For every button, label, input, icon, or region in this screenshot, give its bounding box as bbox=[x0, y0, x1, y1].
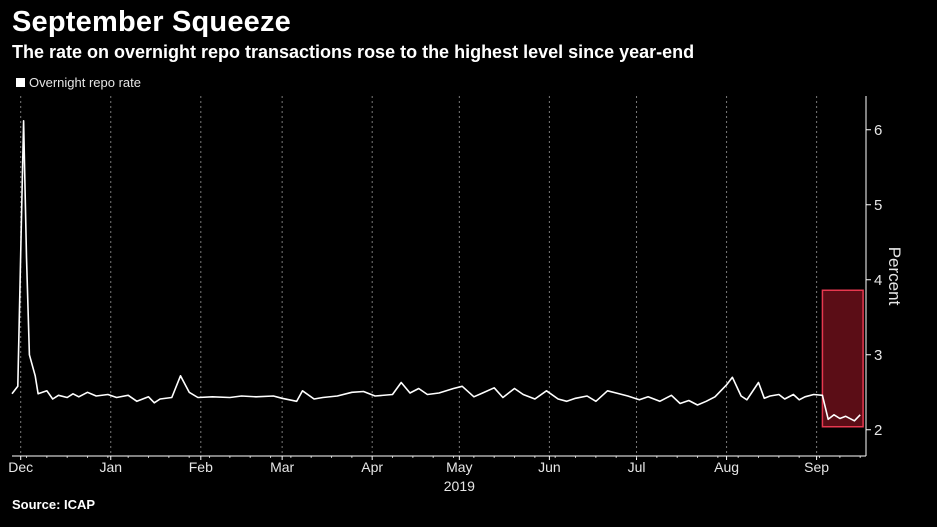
x-tick-label-jan: Jan bbox=[99, 459, 122, 475]
grid-layer bbox=[20, 96, 818, 456]
y-tick-label-4: 4 bbox=[874, 272, 882, 289]
x-tick-label-aug: Aug bbox=[714, 459, 739, 475]
x-year-label: 2019 bbox=[444, 478, 475, 494]
legend-label: Overnight repo rate bbox=[29, 75, 142, 90]
y-tick-label-5: 5 bbox=[874, 197, 882, 214]
highlight-box bbox=[821, 289, 864, 428]
source-note: Source: ICAP bbox=[12, 497, 96, 512]
x-tick-label-apr: Apr bbox=[361, 459, 383, 475]
x-tick-label-jun: Jun bbox=[538, 459, 561, 475]
axis-layer: Dec Jan Feb Mar Apr May Jun Jul Aug Sep 2019 2 3 4 5 6 P… bbox=[8, 96, 904, 494]
y-tick-label-2: 2 bbox=[874, 422, 882, 439]
x-tick-label-mar: Mar bbox=[270, 459, 294, 475]
x-tick-label-may: May bbox=[446, 459, 472, 475]
x-tick-label-dec: Dec bbox=[8, 459, 33, 475]
legend-swatch bbox=[16, 78, 25, 87]
highlight-layer bbox=[821, 289, 864, 428]
chart-title: September Squeeze bbox=[12, 6, 291, 38]
series-line-overnight-repo-rate bbox=[11, 120, 861, 422]
x-tick-label-jul: Jul bbox=[628, 459, 646, 475]
legend: Overnight repo rate bbox=[16, 75, 141, 90]
line-layer bbox=[11, 120, 861, 422]
x-tick-label-feb: Feb bbox=[189, 459, 213, 475]
y-axis-title: Percent bbox=[885, 247, 904, 306]
chart-subtitle: The rate on overnight repo transactions … bbox=[12, 42, 695, 62]
y-tick-label-3: 3 bbox=[874, 347, 882, 364]
y-tick-label-6: 6 bbox=[874, 122, 882, 139]
x-tick-label-sep: Sep bbox=[804, 459, 829, 475]
